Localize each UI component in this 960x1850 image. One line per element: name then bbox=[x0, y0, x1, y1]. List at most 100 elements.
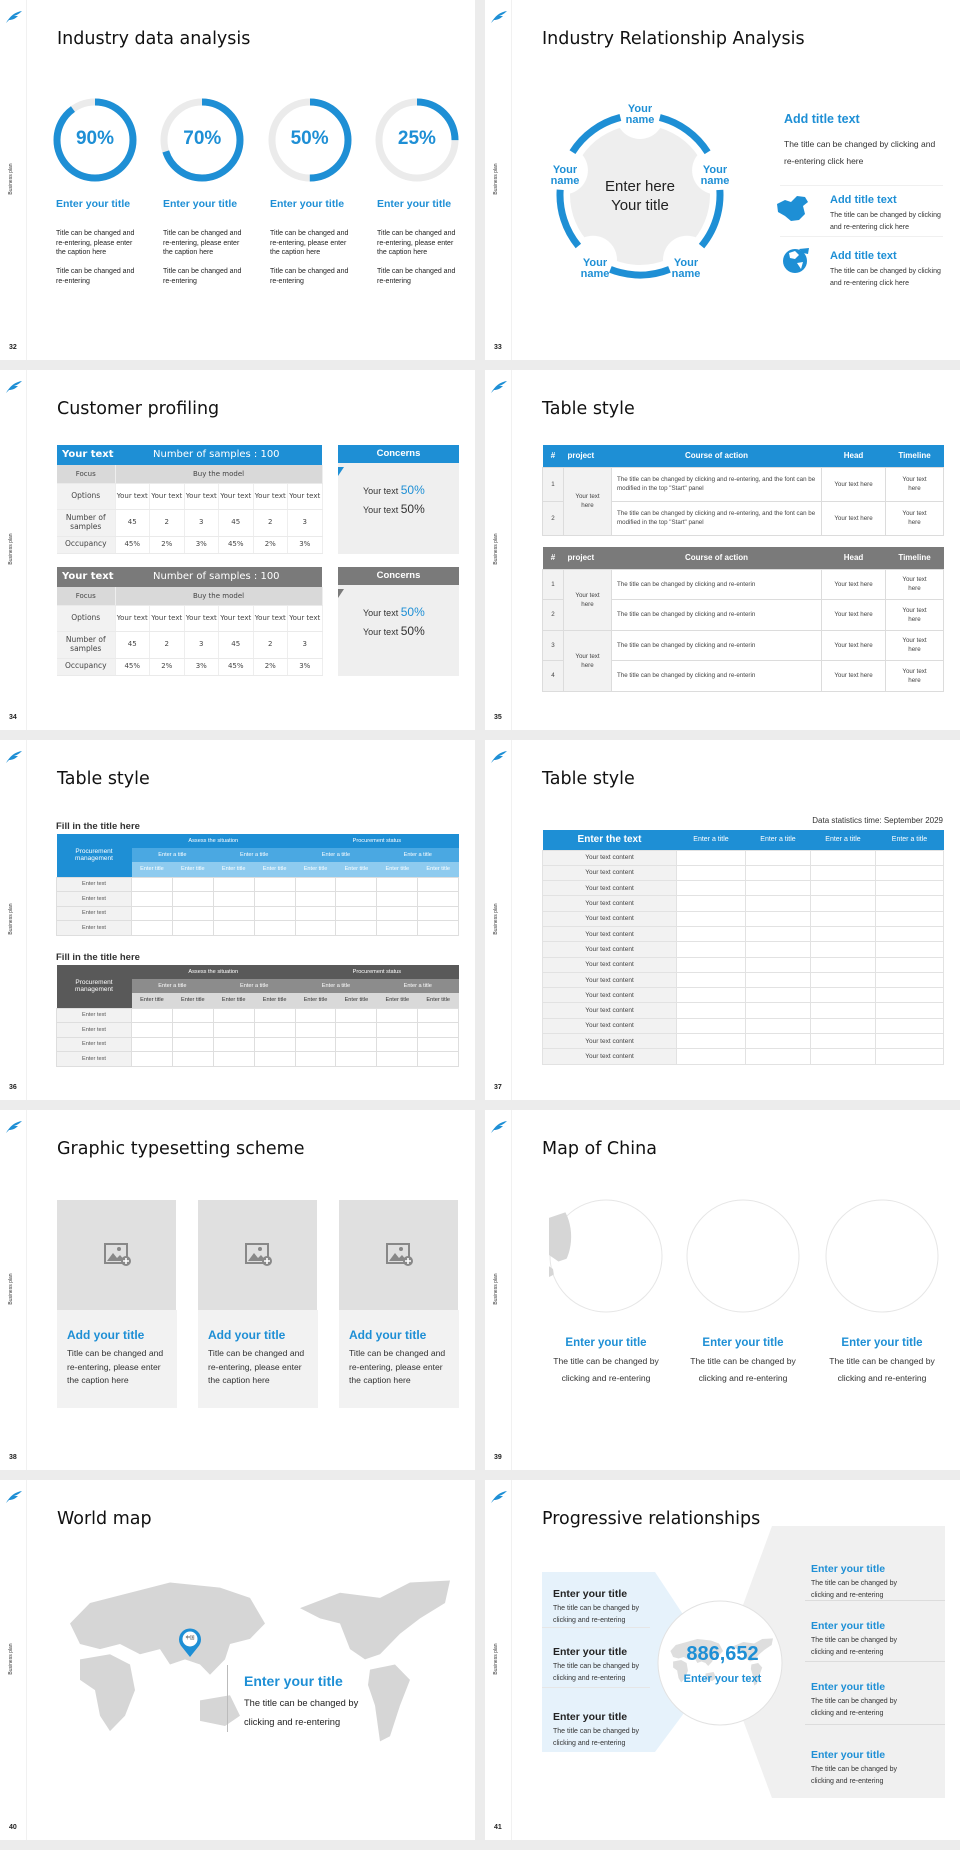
empty-cell[interactable] bbox=[376, 876, 419, 892]
empty-cell[interactable] bbox=[212, 1022, 255, 1038]
empty-cell[interactable] bbox=[745, 880, 811, 897]
empty-cell[interactable] bbox=[294, 891, 337, 907]
empty-cell[interactable] bbox=[417, 905, 460, 921]
empty-cell[interactable] bbox=[212, 891, 255, 907]
empty-cell[interactable] bbox=[810, 941, 876, 958]
empty-cell[interactable] bbox=[335, 1007, 378, 1023]
empty-cell[interactable] bbox=[171, 876, 214, 892]
empty-cell[interactable] bbox=[417, 1022, 460, 1038]
empty-cell[interactable] bbox=[875, 956, 944, 973]
empty-cell[interactable] bbox=[676, 864, 746, 882]
empty-cell[interactable] bbox=[335, 1051, 378, 1067]
empty-cell[interactable] bbox=[745, 987, 811, 1004]
empty-cell[interactable] bbox=[171, 1051, 214, 1067]
empty-cell[interactable] bbox=[676, 910, 746, 927]
empty-cell[interactable] bbox=[417, 876, 460, 892]
empty-cell[interactable] bbox=[417, 1007, 460, 1023]
empty-cell[interactable] bbox=[810, 987, 876, 1004]
empty-cell[interactable] bbox=[376, 1051, 419, 1067]
empty-cell[interactable] bbox=[131, 1036, 173, 1052]
empty-cell[interactable] bbox=[253, 920, 296, 936]
empty-cell[interactable] bbox=[253, 1051, 296, 1067]
empty-cell[interactable] bbox=[676, 1048, 746, 1065]
empty-cell[interactable] bbox=[810, 880, 876, 897]
empty-cell[interactable] bbox=[676, 849, 746, 866]
empty-cell[interactable] bbox=[810, 910, 876, 927]
empty-cell[interactable] bbox=[294, 905, 337, 921]
empty-cell[interactable] bbox=[171, 1007, 214, 1023]
empty-cell[interactable] bbox=[212, 1007, 255, 1023]
empty-cell[interactable] bbox=[745, 971, 811, 989]
empty-cell[interactable] bbox=[810, 971, 876, 989]
empty-cell[interactable] bbox=[376, 905, 419, 921]
empty-cell[interactable] bbox=[376, 1036, 419, 1052]
empty-cell[interactable] bbox=[253, 1036, 296, 1052]
empty-cell[interactable] bbox=[253, 1022, 296, 1038]
empty-cell[interactable] bbox=[376, 1007, 419, 1023]
empty-cell[interactable] bbox=[131, 905, 173, 921]
empty-cell[interactable] bbox=[810, 1017, 876, 1035]
empty-cell[interactable] bbox=[745, 1033, 811, 1050]
empty-cell[interactable] bbox=[294, 1051, 337, 1067]
empty-cell[interactable] bbox=[676, 971, 746, 989]
empty-cell[interactable] bbox=[745, 1048, 811, 1065]
empty-cell[interactable] bbox=[335, 1022, 378, 1038]
empty-cell[interactable] bbox=[171, 905, 214, 921]
empty-cell[interactable] bbox=[875, 910, 944, 927]
empty-cell[interactable] bbox=[294, 1036, 337, 1052]
empty-cell[interactable] bbox=[171, 1022, 214, 1038]
empty-cell[interactable] bbox=[875, 895, 944, 912]
empty-cell[interactable] bbox=[810, 925, 876, 943]
empty-cell[interactable] bbox=[376, 920, 419, 936]
empty-cell[interactable] bbox=[171, 891, 214, 907]
empty-cell[interactable] bbox=[171, 920, 214, 936]
empty-cell[interactable] bbox=[294, 1022, 337, 1038]
empty-cell[interactable] bbox=[253, 1007, 296, 1023]
empty-cell[interactable] bbox=[676, 925, 746, 943]
empty-cell[interactable] bbox=[131, 876, 173, 892]
empty-cell[interactable] bbox=[810, 849, 876, 866]
empty-cell[interactable] bbox=[676, 1033, 746, 1050]
empty-cell[interactable] bbox=[294, 876, 337, 892]
empty-cell[interactable] bbox=[253, 891, 296, 907]
empty-cell[interactable] bbox=[810, 1033, 876, 1050]
empty-cell[interactable] bbox=[676, 1002, 746, 1019]
empty-cell[interactable] bbox=[676, 1017, 746, 1035]
empty-cell[interactable] bbox=[294, 1007, 337, 1023]
empty-cell[interactable] bbox=[212, 876, 255, 892]
empty-cell[interactable] bbox=[417, 920, 460, 936]
image-placeholder[interactable] bbox=[339, 1200, 458, 1310]
empty-cell[interactable] bbox=[676, 987, 746, 1004]
empty-cell[interactable] bbox=[131, 1007, 173, 1023]
empty-cell[interactable] bbox=[745, 864, 811, 882]
empty-cell[interactable] bbox=[875, 1017, 944, 1035]
empty-cell[interactable] bbox=[875, 880, 944, 897]
empty-cell[interactable] bbox=[810, 895, 876, 912]
empty-cell[interactable] bbox=[376, 1022, 419, 1038]
empty-cell[interactable] bbox=[376, 891, 419, 907]
empty-cell[interactable] bbox=[810, 1048, 876, 1065]
empty-cell[interactable] bbox=[875, 971, 944, 989]
empty-cell[interactable] bbox=[131, 920, 173, 936]
empty-cell[interactable] bbox=[745, 895, 811, 912]
empty-cell[interactable] bbox=[745, 849, 811, 866]
empty-cell[interactable] bbox=[745, 941, 811, 958]
empty-cell[interactable] bbox=[810, 956, 876, 973]
empty-cell[interactable] bbox=[335, 876, 378, 892]
empty-cell[interactable] bbox=[294, 920, 337, 936]
empty-cell[interactable] bbox=[212, 905, 255, 921]
empty-cell[interactable] bbox=[745, 1017, 811, 1035]
empty-cell[interactable] bbox=[253, 876, 296, 892]
empty-cell[interactable] bbox=[676, 956, 746, 973]
image-placeholder[interactable] bbox=[198, 1200, 317, 1310]
image-placeholder[interactable] bbox=[57, 1200, 176, 1310]
empty-cell[interactable] bbox=[417, 891, 460, 907]
empty-cell[interactable] bbox=[335, 920, 378, 936]
empty-cell[interactable] bbox=[131, 1022, 173, 1038]
empty-cell[interactable] bbox=[875, 1048, 944, 1065]
empty-cell[interactable] bbox=[676, 941, 746, 958]
empty-cell[interactable] bbox=[676, 880, 746, 897]
empty-cell[interactable] bbox=[171, 1036, 214, 1052]
empty-cell[interactable] bbox=[745, 956, 811, 973]
empty-cell[interactable] bbox=[875, 1002, 944, 1019]
